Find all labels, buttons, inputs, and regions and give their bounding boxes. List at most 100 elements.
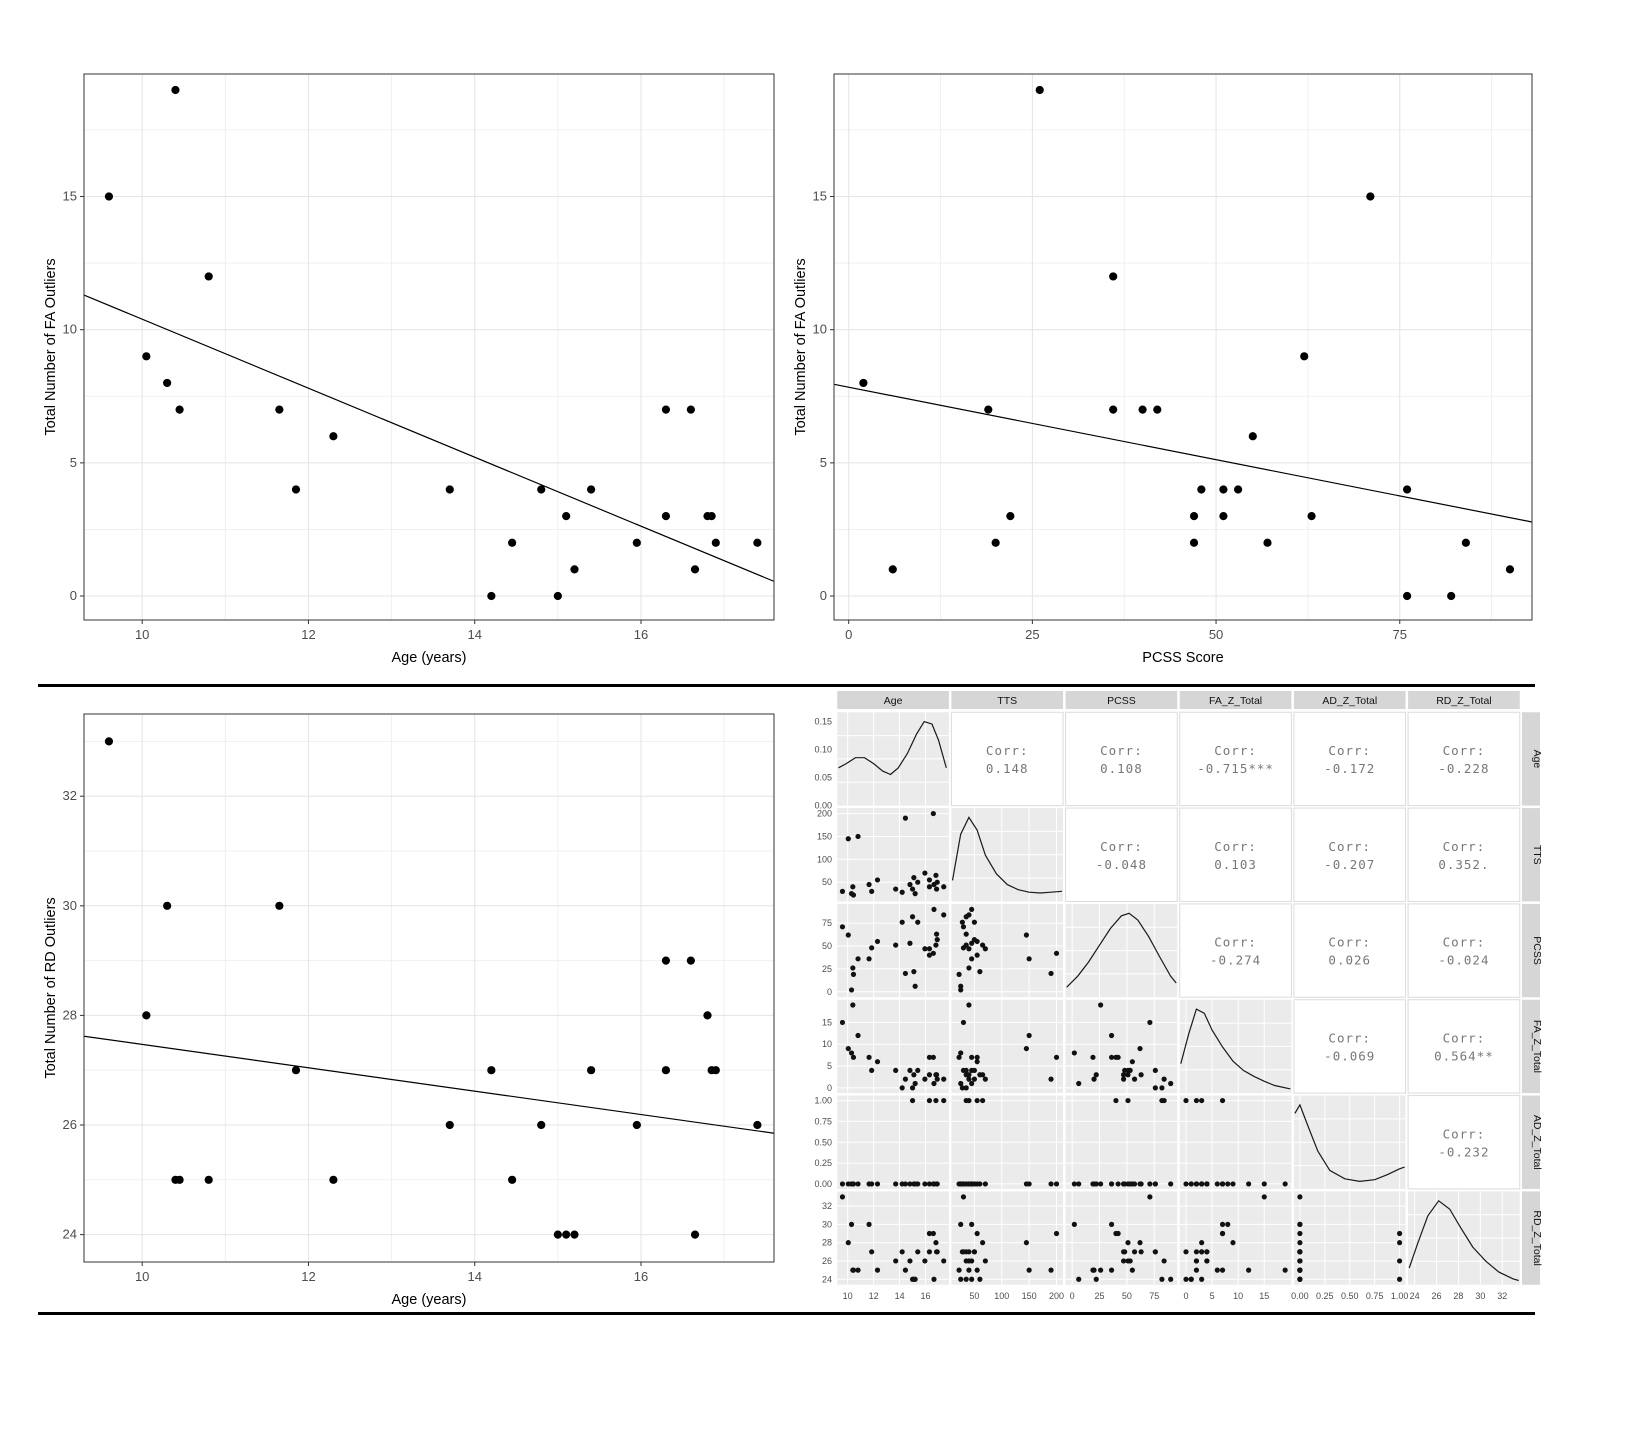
section-divider-bottom — [38, 1312, 1535, 1315]
right-strip — [1522, 808, 1540, 902]
svg-text:12: 12 — [869, 1291, 879, 1301]
svg-text:25: 25 — [1025, 627, 1039, 642]
svg-text:10: 10 — [135, 627, 149, 642]
svg-text:200: 200 — [817, 809, 832, 819]
svg-text:-0.232: -0.232 — [1438, 1144, 1489, 1159]
svg-text:15: 15 — [822, 1017, 832, 1027]
svg-text:10: 10 — [813, 322, 827, 337]
svg-text:Corr:: Corr: — [1443, 1030, 1486, 1045]
top-strip — [1293, 691, 1406, 709]
scatter-fa-vs-age: 10 12 14 16 0 5 10 15 Age (years) Total Number of… — [42, 58, 782, 670]
svg-text:26: 26 — [63, 1117, 77, 1132]
scatter-plot-rd-age: 10 12 14 16 24 26 28 30 32 Age (years) Total Numbe… — [43, 713, 775, 1308]
right-strip — [1522, 903, 1540, 998]
svg-text:30: 30 — [1475, 1291, 1485, 1301]
svg-text:10: 10 — [822, 1039, 832, 1049]
svg-text:5: 5 — [1210, 1291, 1215, 1301]
svg-text:5: 5 — [827, 1061, 832, 1071]
svg-text:0.00: 0.00 — [1291, 1291, 1309, 1301]
svg-text:FA_Z_Total: FA_Z_Total — [1209, 695, 1262, 707]
svg-text:Corr:: Corr: — [1328, 743, 1371, 758]
svg-text:0.25: 0.25 — [814, 1158, 832, 1168]
svg-text:75: 75 — [1393, 627, 1407, 642]
y-axis-title: Total Number of FA Outliers — [793, 258, 809, 435]
svg-text:32: 32 — [1497, 1291, 1507, 1301]
svg-text:75: 75 — [1149, 1291, 1159, 1301]
svg-text:32: 32 — [63, 788, 77, 803]
svg-text:Corr:: Corr: — [1100, 839, 1143, 854]
svg-text:0: 0 — [70, 588, 77, 603]
svg-text:-0.274: -0.274 — [1210, 953, 1261, 968]
svg-text:150: 150 — [1022, 1291, 1037, 1301]
svg-text:10: 10 — [135, 1269, 149, 1284]
svg-text:-0.172: -0.172 — [1324, 761, 1375, 776]
svg-text:14: 14 — [467, 1269, 481, 1284]
svg-text:50: 50 — [1209, 627, 1223, 642]
svg-text:-0.228: -0.228 — [1438, 761, 1489, 776]
right-strip — [1522, 712, 1540, 806]
y-axis-title: Total Number of RD Outliers — [43, 897, 59, 1078]
svg-text:200: 200 — [1049, 1291, 1064, 1301]
svg-text:0: 0 — [845, 627, 852, 642]
svg-text:26: 26 — [822, 1256, 832, 1266]
svg-text:50: 50 — [822, 877, 832, 887]
svg-text:0.026: 0.026 — [1328, 953, 1371, 968]
x-axis-title: Age (years) — [392, 1292, 467, 1308]
svg-text:5: 5 — [820, 455, 827, 470]
svg-text:16: 16 — [921, 1291, 931, 1301]
svg-text:1.00: 1.00 — [1391, 1291, 1409, 1301]
svg-text:10: 10 — [1233, 1291, 1243, 1301]
svg-text:150: 150 — [817, 831, 832, 841]
y-axis-title: Total Number of FA Outliers — [43, 258, 59, 435]
svg-text:-0.069: -0.069 — [1324, 1048, 1375, 1063]
svg-text:0.50: 0.50 — [814, 1137, 832, 1147]
svg-text:FA_Z_Total: FA_Z_Total — [1531, 1020, 1542, 1073]
svg-text:26: 26 — [1432, 1291, 1442, 1301]
svg-text:100: 100 — [817, 854, 832, 864]
svg-text:0.05: 0.05 — [814, 773, 832, 783]
svg-text:28: 28 — [63, 1007, 77, 1022]
svg-text:32: 32 — [822, 1201, 832, 1211]
section-divider-top — [38, 684, 1535, 687]
svg-text:TTS: TTS — [997, 695, 1017, 707]
svg-text:25: 25 — [822, 964, 832, 974]
right-strip — [1522, 1095, 1540, 1189]
right-strip — [1522, 999, 1540, 1094]
ggpairs-svg: Corr: 0.148 Corr: 0.108 Corr: -0.715*** Corr: -… — [814, 691, 1543, 1301]
svg-text:Age: Age — [1531, 750, 1542, 769]
svg-text:24: 24 — [1410, 1291, 1420, 1301]
svg-text:50: 50 — [969, 1291, 979, 1301]
svg-text:Corr:: Corr: — [1328, 1030, 1371, 1045]
ggpairs-correlation-matrix: Corr: 0.148 Corr: 0.108 Corr: -0.715*** Corr: -… — [800, 690, 1543, 1306]
scatter-fa-vs-pcss: 0 25 50 75 0 5 10 15 PCSS Score Total Number of F… — [792, 58, 1540, 670]
svg-text:Corr:: Corr: — [1214, 935, 1257, 950]
svg-text:16: 16 — [634, 1269, 648, 1284]
svg-text:0.564**: 0.564** — [1434, 1048, 1494, 1063]
svg-text:0: 0 — [820, 588, 827, 603]
svg-text:30: 30 — [822, 1219, 832, 1229]
svg-text:AD_Z_Total: AD_Z_Total — [1322, 695, 1377, 707]
svg-text:AD_Z_Total: AD_Z_Total — [1531, 1115, 1542, 1170]
svg-text:24: 24 — [63, 1227, 77, 1242]
svg-text:PCSS: PCSS — [1107, 695, 1136, 707]
top-strip — [1065, 691, 1178, 709]
svg-text:Corr:: Corr: — [1328, 839, 1371, 854]
svg-text:24: 24 — [822, 1274, 832, 1284]
svg-text:Corr:: Corr: — [1443, 935, 1486, 950]
svg-text:100: 100 — [994, 1291, 1009, 1301]
svg-text:0: 0 — [1070, 1291, 1075, 1301]
svg-text:Age: Age — [884, 695, 903, 707]
svg-text:0.50: 0.50 — [1341, 1291, 1359, 1301]
svg-text:12: 12 — [301, 627, 315, 642]
top-strip — [837, 691, 949, 709]
svg-text:14: 14 — [467, 627, 481, 642]
svg-text:-0.024: -0.024 — [1438, 953, 1489, 968]
svg-text:14: 14 — [895, 1291, 905, 1301]
svg-text:12: 12 — [301, 1269, 315, 1284]
svg-text:28: 28 — [822, 1238, 832, 1248]
right-strip — [1522, 1191, 1540, 1285]
svg-text:Corr:: Corr: — [986, 743, 1029, 758]
svg-text:0: 0 — [827, 1083, 832, 1093]
svg-text:-0.715***: -0.715*** — [1197, 761, 1274, 776]
